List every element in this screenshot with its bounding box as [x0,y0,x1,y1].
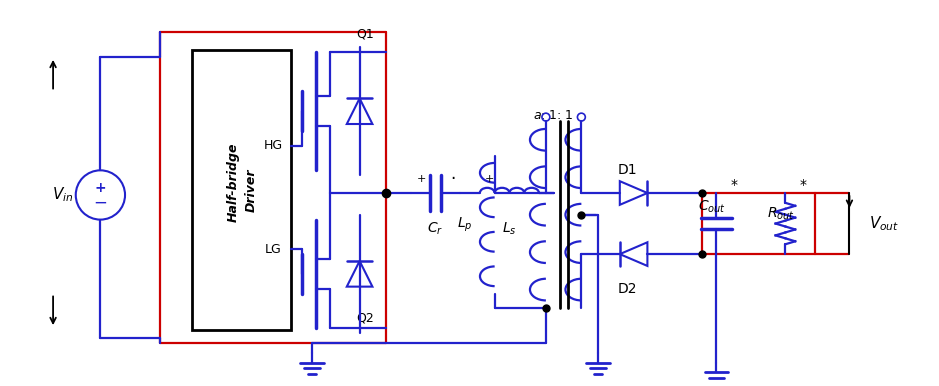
Text: $a$: 1: 1: $a$: 1: 1 [533,109,574,122]
Text: *: * [731,178,738,192]
Text: $C_{out}$: $C_{out}$ [698,199,726,215]
Text: HG: HG [263,139,283,152]
Text: D1: D1 [618,163,638,177]
Text: Q1: Q1 [357,28,375,41]
Text: LG: LG [265,243,282,256]
Text: $L_p$: $L_p$ [457,215,473,234]
Text: +: + [95,181,106,195]
Text: *: * [800,178,807,192]
Text: $V_{in}$: $V_{in}$ [53,186,73,204]
Text: ·: · [451,170,455,188]
Text: Half-bridge: Half-bridge [227,142,240,222]
Text: $C_r$: $C_r$ [427,220,443,237]
Text: Q2: Q2 [357,312,375,325]
Text: $L_s$: $L_s$ [502,220,516,237]
Text: D2: D2 [618,282,638,296]
Text: −: − [94,194,107,212]
Text: Driver: Driver [245,168,257,212]
Text: $V_{out}$: $V_{out}$ [870,214,900,233]
Text: +: + [417,174,426,184]
Text: $R_{out}$: $R_{out}$ [766,205,794,222]
Text: +: + [485,174,495,184]
FancyBboxPatch shape [192,50,290,330]
